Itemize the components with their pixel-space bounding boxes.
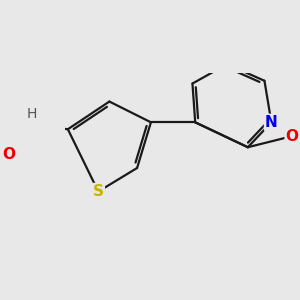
Text: S: S: [93, 184, 104, 199]
Text: O: O: [2, 147, 15, 162]
Text: O: O: [286, 129, 298, 144]
Text: N: N: [265, 115, 278, 130]
Text: H: H: [26, 107, 37, 121]
